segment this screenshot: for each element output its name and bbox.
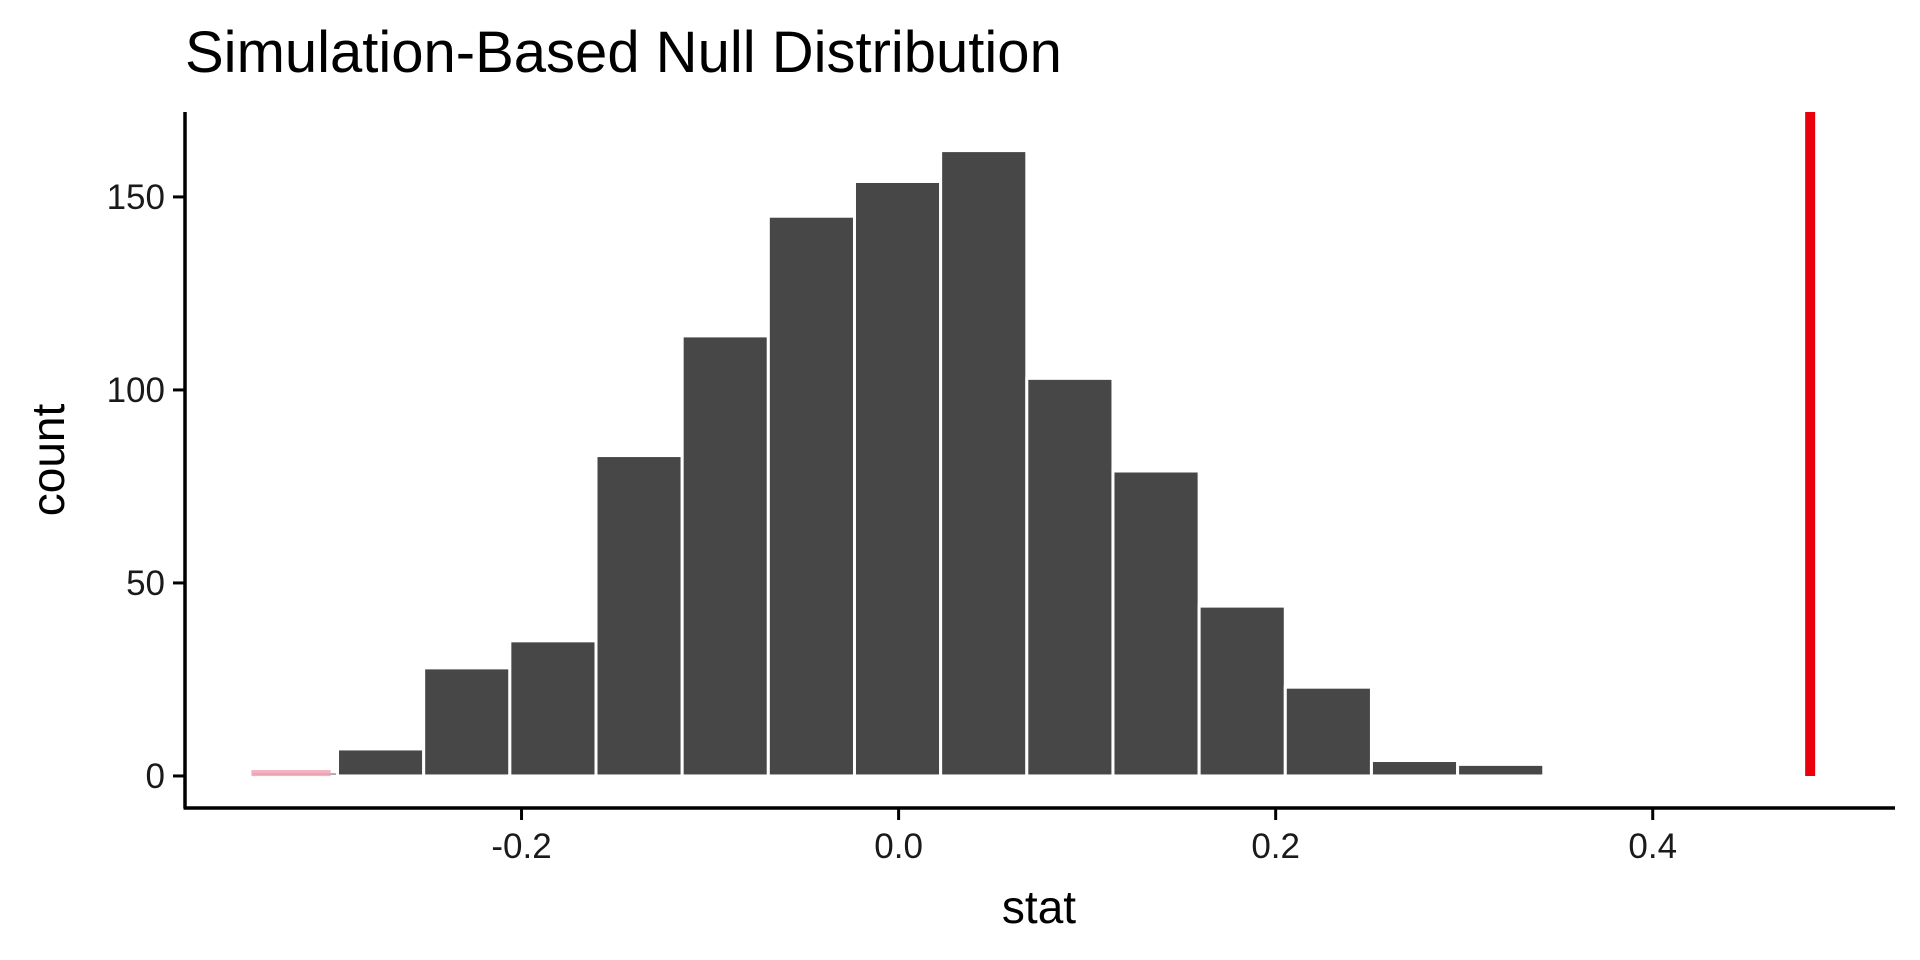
y-tick-label: 100 — [107, 371, 165, 410]
histogram-bar-6 — [680, 334, 770, 778]
histogram-bar-11 — [1111, 469, 1201, 778]
histogram-bar-5 — [594, 454, 684, 778]
histogram-bar-7 — [766, 214, 856, 778]
histogram-bar-12 — [1197, 604, 1287, 778]
y-tick-label: 150 — [107, 178, 165, 217]
x-tick-label: 0.0 — [874, 827, 923, 866]
x-tick-label: 0.4 — [1628, 827, 1677, 866]
histogram-bar-15 — [1456, 762, 1546, 778]
x-axis-title: stat — [1002, 881, 1076, 933]
y-tick-label: 0 — [146, 757, 165, 796]
y-tick-label: 50 — [126, 564, 165, 603]
x-tick-label: -0.2 — [491, 827, 551, 866]
histogram-bar-10 — [1025, 376, 1115, 778]
y-axis-title: count — [22, 404, 74, 517]
histogram-bar-9 — [939, 149, 1029, 778]
histogram-bar-2 — [336, 747, 426, 778]
histogram-bars — [249, 149, 1546, 778]
histogram-bar-3 — [422, 666, 512, 778]
chart-title: Simulation-Based Null Distribution — [185, 20, 1062, 85]
x-tick-label: 0.2 — [1251, 827, 1300, 866]
y-axis-ticks: 0 50 100 150 — [107, 178, 185, 796]
histogram-bar-13 — [1283, 685, 1373, 778]
x-axis-ticks: -0.2 0.0 0.2 0.4 — [491, 808, 1677, 866]
histogram-bar-8 — [852, 179, 943, 778]
histogram-bar-14 — [1369, 759, 1460, 778]
histogram-bar-4 — [508, 639, 598, 778]
p-value-shade-layer — [251, 770, 331, 777]
p-value-shade — [251, 770, 331, 777]
